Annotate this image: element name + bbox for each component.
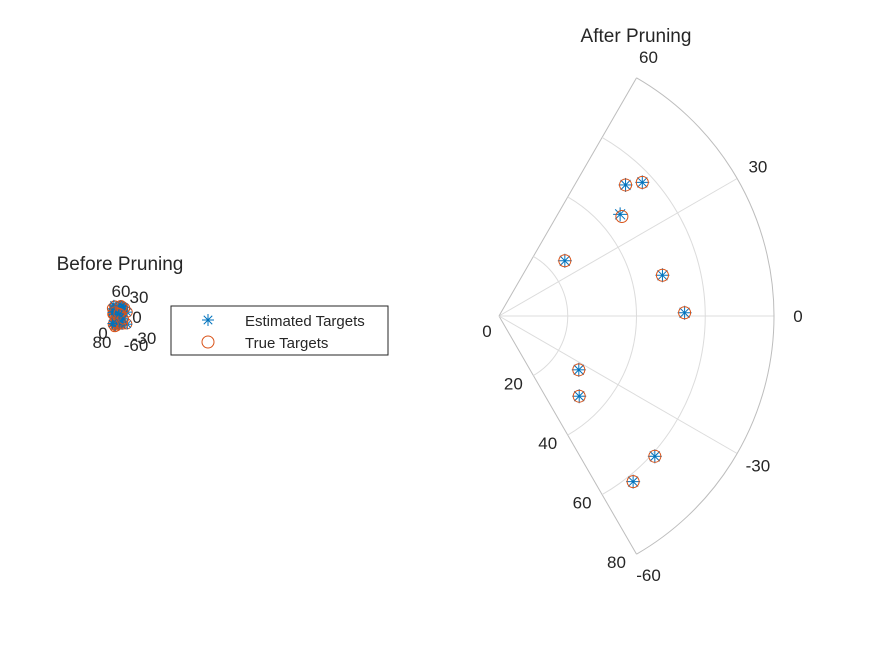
estimated-target-marker	[613, 207, 628, 222]
legend-circle	[201, 335, 215, 349]
estimated-target-marker	[647, 449, 662, 464]
estimated-target-marker-stroke	[108, 319, 117, 328]
estimated-target-marker-stroke	[627, 476, 639, 487]
theta-tick-label: -30	[132, 329, 157, 348]
estimated-target-marker-stroke	[636, 177, 648, 188]
theta-tick-label: 30	[130, 288, 149, 307]
r-gridline	[533, 256, 569, 376]
true-target-marker	[619, 178, 633, 192]
estimated-target-marker-stroke	[620, 179, 631, 191]
theta-tick-label: -30	[746, 457, 771, 476]
estimated-target-marker	[677, 305, 692, 320]
theta-tick-label: -60	[124, 336, 149, 355]
estimated-target-marker	[571, 362, 586, 377]
polar-axes-after-pruning: After Pruning 60 30 0 -30 -60 0 20 40 60 80	[482, 26, 802, 585]
theta-tick-label: 0	[793, 307, 802, 326]
true-target-marker	[572, 389, 586, 403]
asterisk-marker-icon	[202, 314, 214, 326]
estimated-target-marker-stroke	[119, 314, 127, 323]
r-tick-label: 0	[482, 322, 491, 341]
r-gridline	[567, 196, 637, 436]
estimated-target-marker	[618, 177, 633, 192]
estimated-target-marker-stroke	[649, 451, 661, 462]
true-target-marker	[626, 475, 640, 489]
estimated-target-marker	[655, 268, 670, 283]
estimated-target-marker	[107, 318, 118, 329]
true-target-marker	[678, 306, 692, 320]
true-target-marker	[615, 209, 629, 223]
estimated-target-marker-stroke	[657, 269, 668, 281]
legend-box	[170, 305, 389, 356]
chart-title-after: After Pruning	[581, 26, 692, 47]
circle-marker-icon	[201, 335, 215, 349]
true-target-marker	[107, 318, 119, 330]
legend-asterisk-stroke	[203, 315, 213, 325]
r-tick-label: 80	[607, 553, 626, 572]
polar-grid-after	[498, 77, 775, 555]
theta-tick-label: 30	[748, 158, 767, 177]
estimated-target-marker	[114, 309, 125, 320]
estimated-target-marker-stroke	[679, 307, 690, 319]
chart-title-before: Before Pruning	[57, 254, 184, 275]
theta-tick-label: 0	[132, 308, 141, 327]
legend: Estimated Targets True Targets	[170, 305, 389, 356]
estimated-target-marker	[626, 474, 641, 489]
markers-after	[557, 175, 692, 489]
r-gridline	[601, 136, 706, 496]
r-tick-label: 0	[98, 324, 107, 343]
estimated-target-marker	[572, 389, 587, 404]
legend-asterisk	[202, 314, 214, 326]
estimated-target-marker-stroke	[573, 364, 585, 376]
estimated-target-marker-stroke	[573, 390, 585, 402]
true-target-marker	[572, 363, 586, 377]
legend-entry-true: True Targets	[201, 335, 328, 352]
theta-tick-label: 60	[112, 282, 131, 301]
true-target-marker	[635, 175, 649, 189]
estimated-target-marker-stroke	[559, 255, 571, 267]
r-tick-label: 40	[538, 434, 557, 453]
true-target-marker	[655, 268, 669, 282]
estimated-target-marker	[635, 175, 650, 190]
theta-tick-label: -60	[636, 566, 661, 585]
legend-label-estimated: Estimated Targets	[245, 313, 365, 330]
legend-entry-estimated: Estimated Targets	[202, 313, 365, 330]
true-target-marker	[648, 449, 662, 463]
true-target-marker	[558, 254, 572, 268]
r-tick-label: 20	[504, 375, 523, 394]
r-gridline	[636, 77, 775, 555]
estimated-target-marker-stroke	[115, 310, 124, 318]
tick-labels-after: 60 30 0 -30 -60 0 20 40 60 80	[482, 48, 802, 585]
estimated-target-marker	[557, 253, 572, 268]
r-tick-label: 80	[93, 333, 112, 352]
markers-before	[106, 299, 133, 333]
legend-label-true: True Targets	[245, 335, 328, 352]
estimated-target-marker	[118, 313, 129, 324]
r-tick-label: 60	[573, 494, 592, 513]
theta-tick-label: 60	[639, 48, 658, 67]
